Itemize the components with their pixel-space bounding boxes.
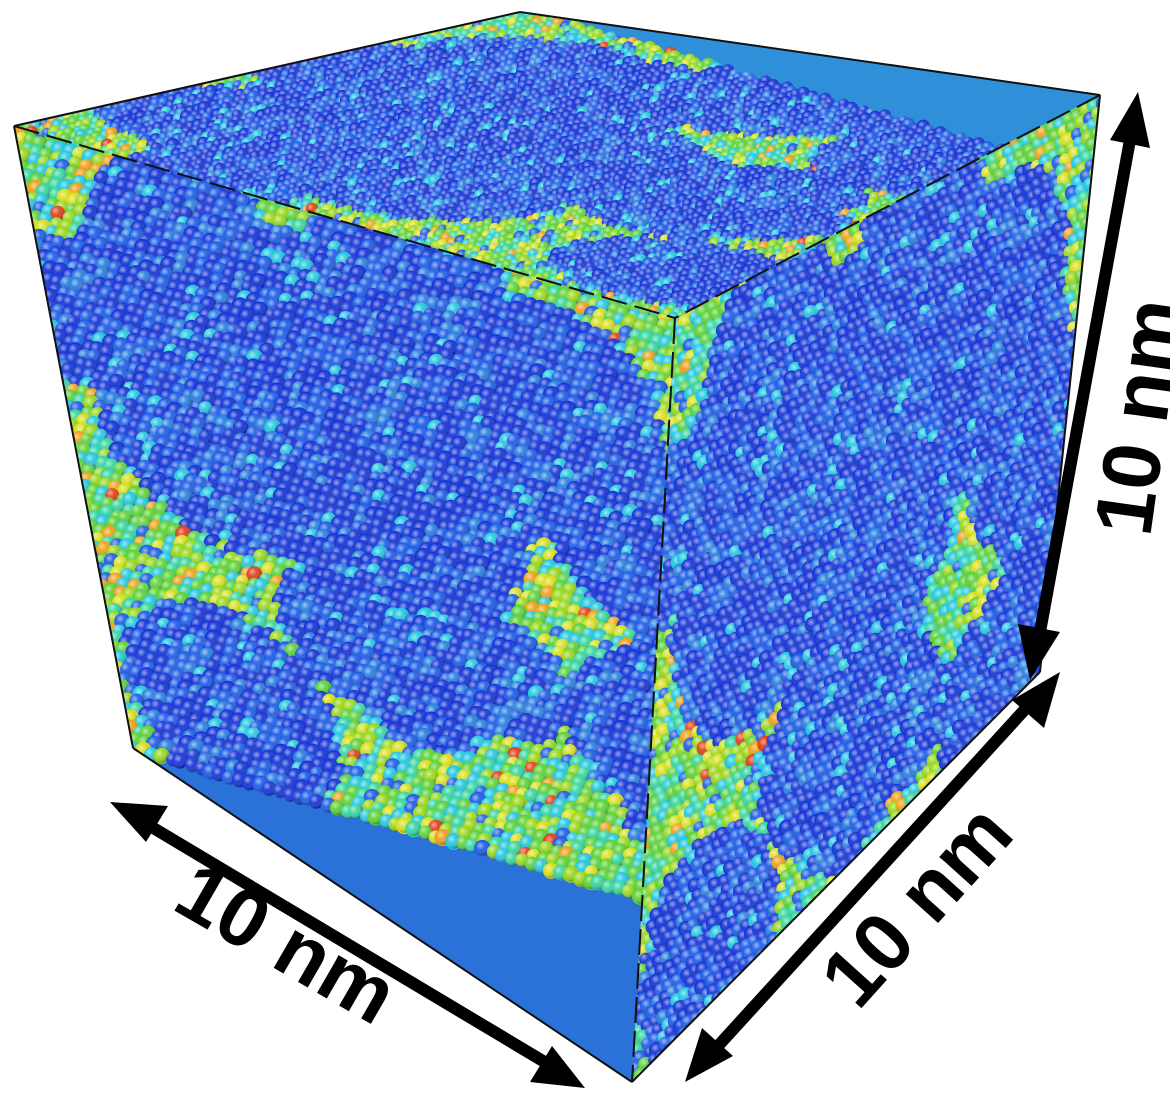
atomistic-cube-diagram: 10 nm 10 nm 10 nm bbox=[13, 11, 1170, 1088]
